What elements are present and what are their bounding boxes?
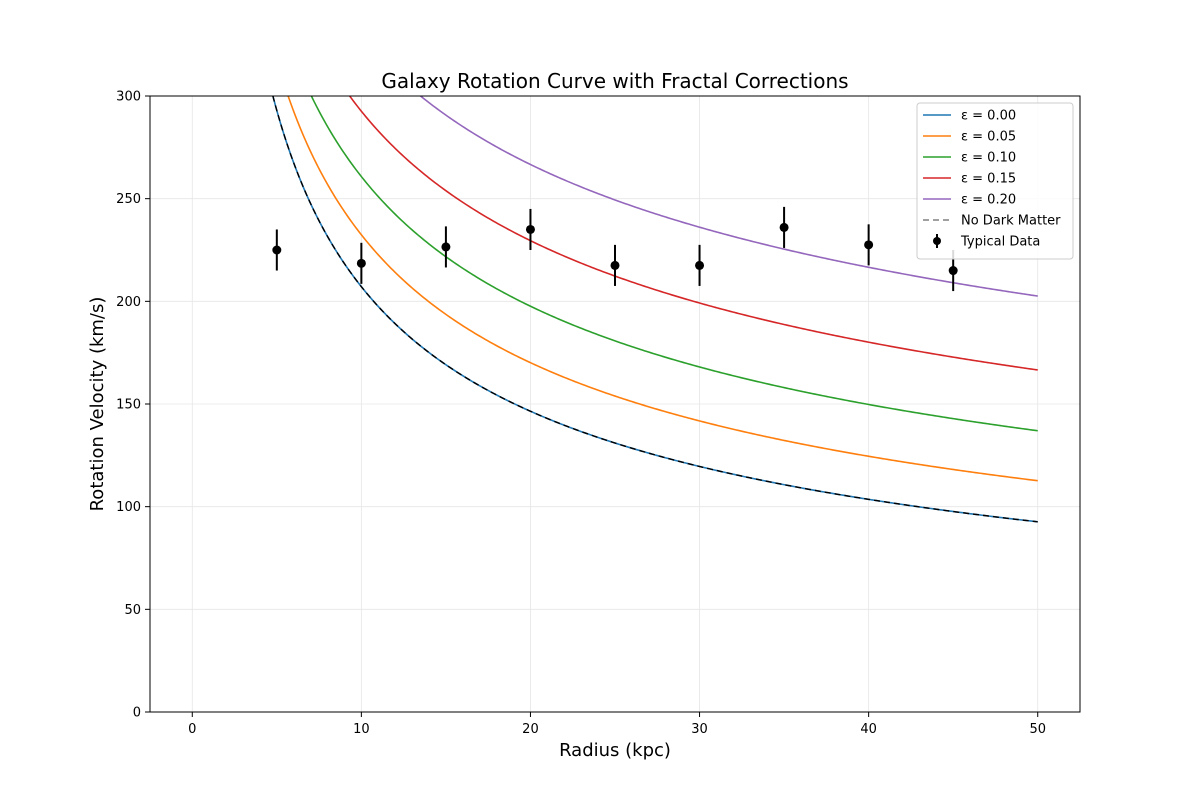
data-point [610,260,620,270]
series-line-2 [310,96,1038,432]
y-tick-label: 300 [116,90,141,105]
data-point [779,222,789,232]
legend-label: No Dark Matter [961,214,1061,229]
data-point [441,242,451,252]
x-tick-label: 30 [691,722,708,737]
series-line-3 [348,96,1038,371]
data-point [695,260,705,270]
x-axis-label: Radius (kpc) [559,740,671,761]
x-tick-label: 20 [522,722,539,737]
y-tick-label: 250 [116,192,141,207]
series-line-1 [287,96,1038,482]
y-tick-label: 50 [124,603,141,618]
plot-area [272,96,1038,523]
legend-label: ε = 0.20 [961,193,1016,208]
x-tick-label: 10 [353,722,370,737]
y-tick-label: 150 [116,398,141,413]
legend-label: ε = 0.00 [961,109,1016,124]
legend-label: ε = 0.15 [961,172,1016,187]
x-tick-label: 0 [188,722,196,737]
chart-title: Galaxy Rotation Curve with Fractal Corre… [381,69,848,93]
legend-box [916,102,1074,260]
legend: ε = 0.00 ε = 0.05 ε = 0.10 ε = 0.15 ε = 0.20… [916,102,1074,260]
y-axis-label: Rotation Velocity (km/s) [87,297,108,512]
data-point [525,224,535,234]
x-tick-label: 50 [1029,722,1046,737]
data-point [864,240,874,250]
series-line-5 [272,96,1038,523]
y-tick-label: 200 [116,295,141,310]
data-point [356,258,366,268]
y-axis: 0 50 100 150 200 250 300 [116,90,150,721]
legend-label: ε = 0.10 [961,151,1016,166]
x-axis: 0 10 20 30 40 50 [188,712,1046,737]
data-point [272,245,282,255]
legend-swatch-point [933,237,941,245]
legend-label: Typical Data [960,235,1040,250]
x-tick-label: 40 [860,722,877,737]
series-line-4 [419,96,1038,297]
y-tick-label: 0 [133,706,141,721]
y-tick-label: 100 [116,500,141,515]
data-point [948,266,958,276]
legend-label: ε = 0.05 [961,130,1016,145]
